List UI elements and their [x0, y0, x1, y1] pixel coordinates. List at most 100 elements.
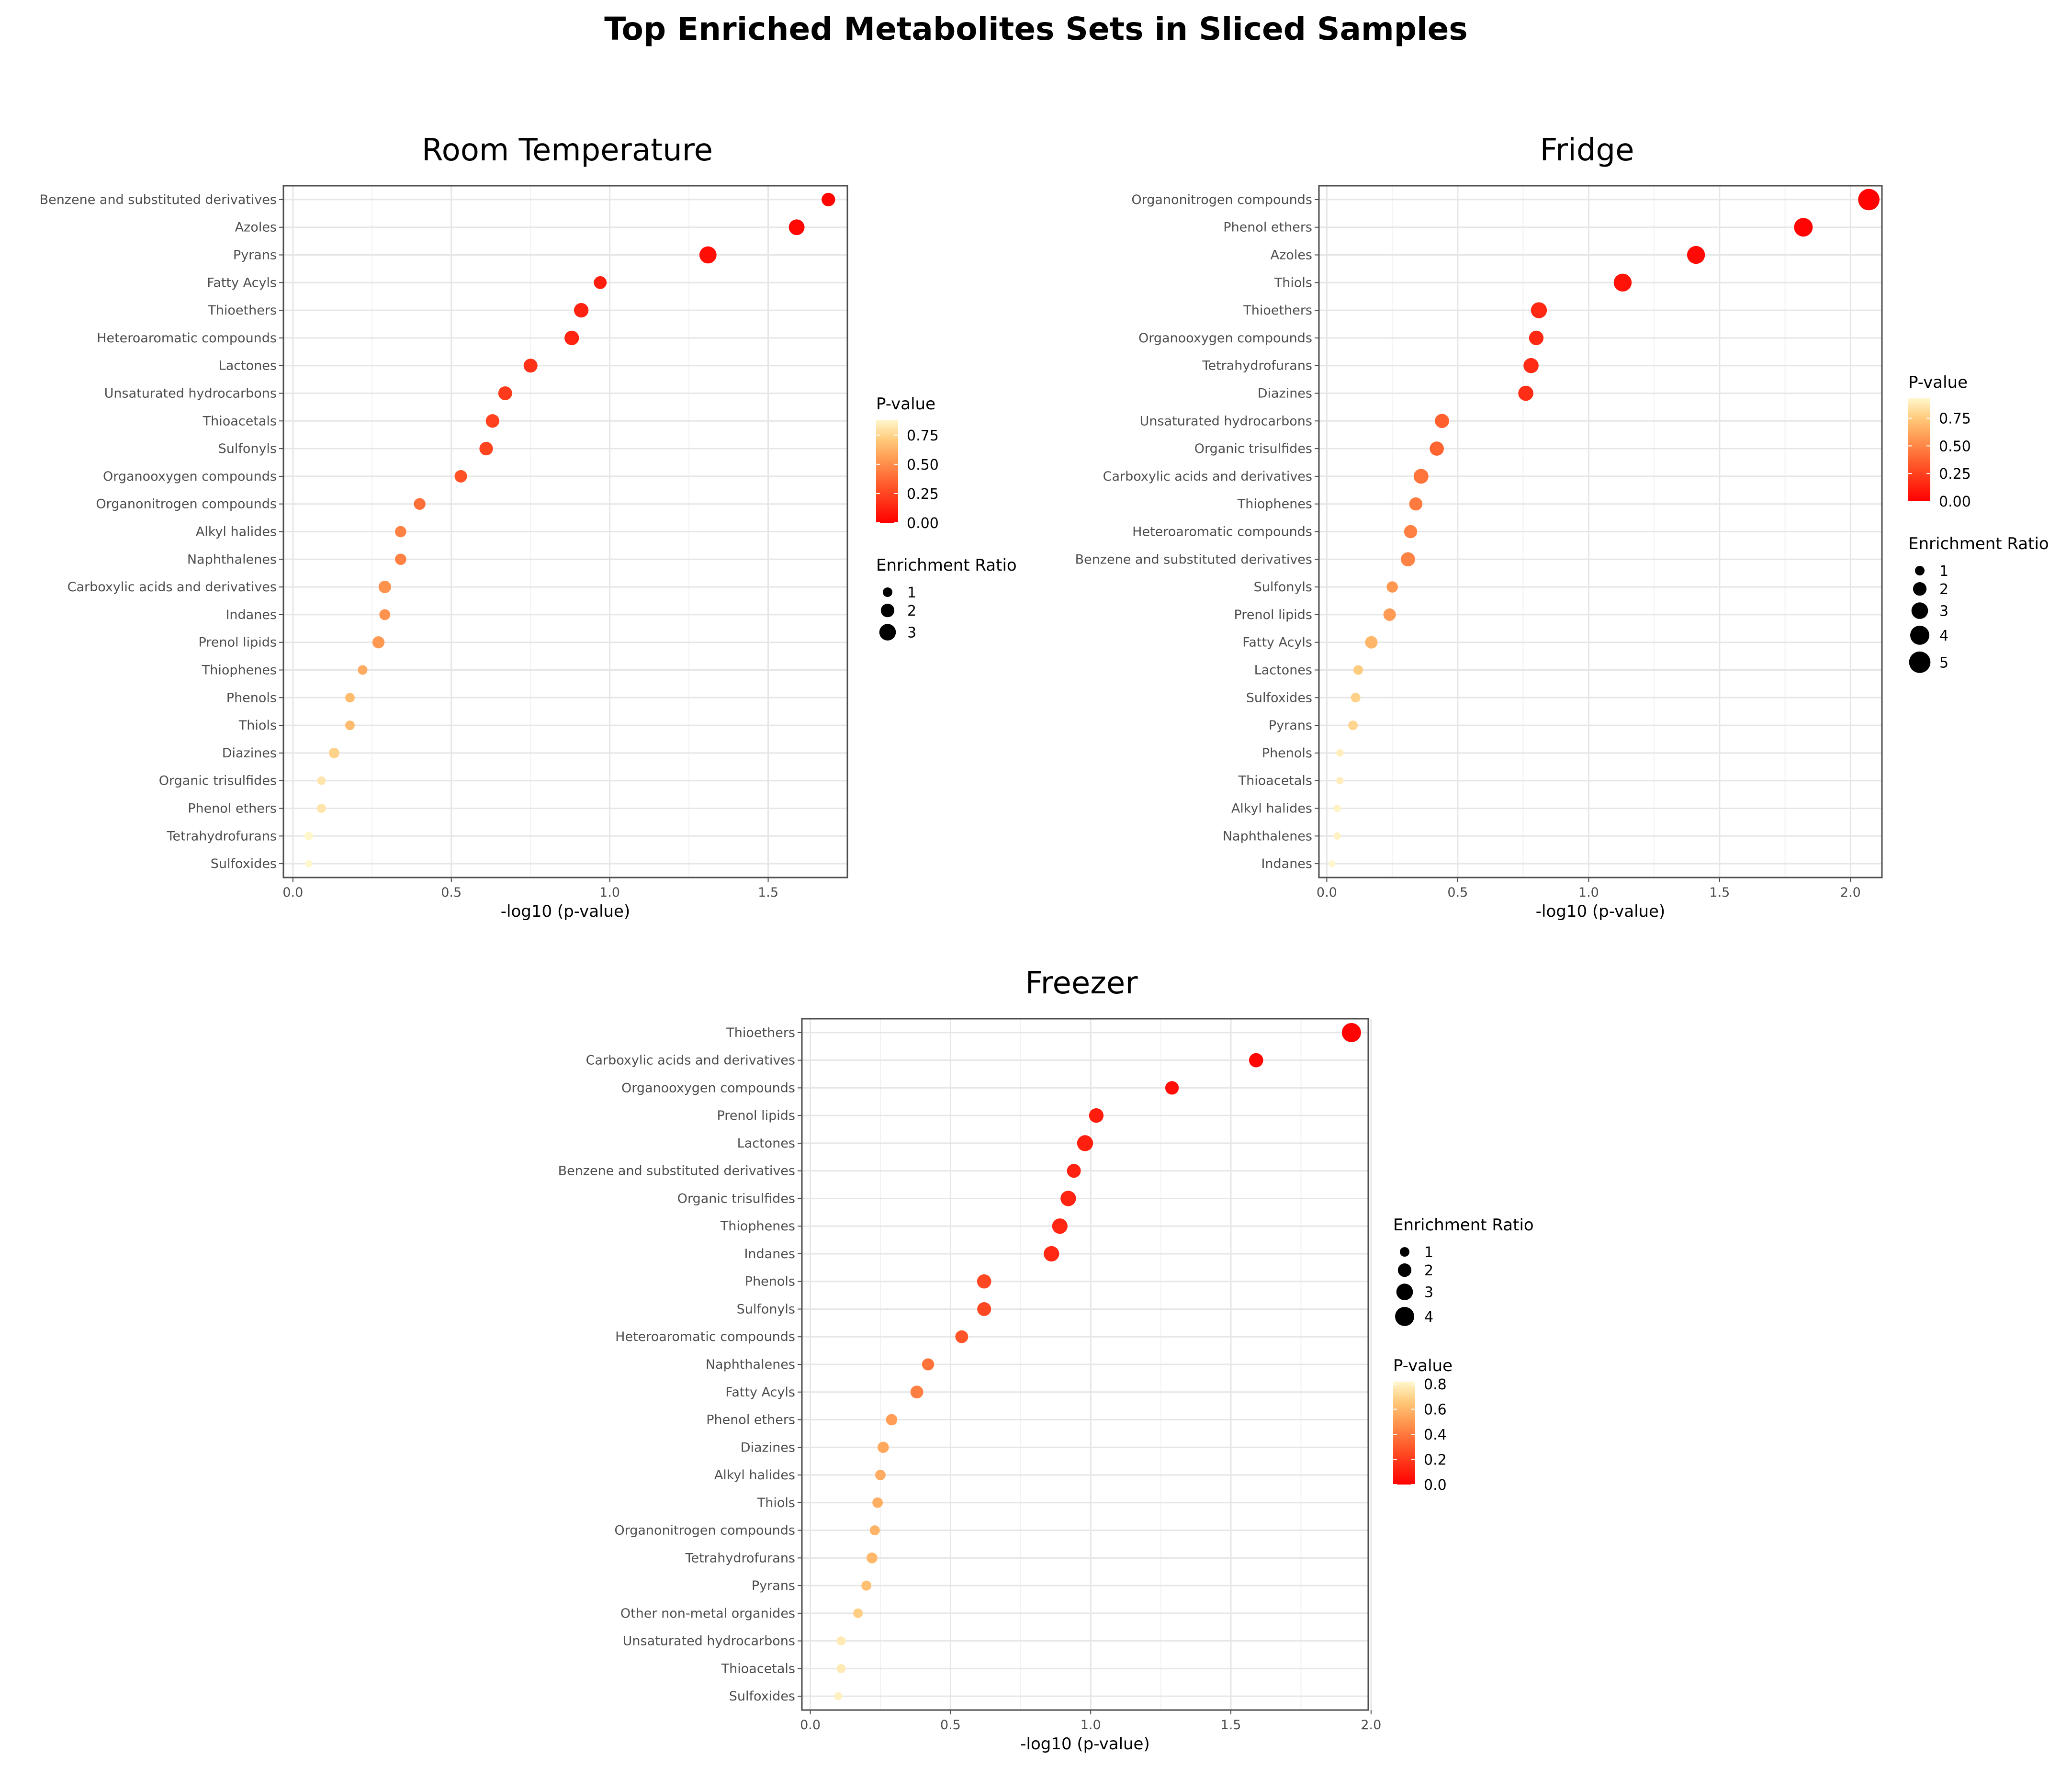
y-tick-label: Thioethers [1243, 303, 1312, 318]
point-phenols [1336, 749, 1344, 757]
y-tick-label: Organic trisulfides [1194, 441, 1312, 456]
point-azoles [788, 219, 805, 236]
y-tick-label: Thioacetals [203, 414, 277, 428]
pvalue-legend: P-value 0.75 0.50 0.25 0.00 [876, 394, 939, 532]
y-tick-label: Alkyl halides [1231, 801, 1312, 816]
enrichment-key-dot [879, 624, 896, 641]
colorbar-tick-label: 0.25 [907, 486, 939, 503]
pvalue-legend-title: P-value [1393, 1356, 1453, 1375]
y-tick-label: Lactones [737, 1136, 795, 1151]
x-axis-label: -log10 (p-value) [1020, 1734, 1150, 1754]
point-sulfonyls [1386, 581, 1398, 593]
point-organooxygen-compounds [1529, 330, 1544, 346]
enrichment-key-dot [883, 587, 892, 597]
point-lactones [523, 359, 538, 373]
point-benzene-and-substituted-derivatives [1067, 1164, 1081, 1178]
point-pyrans [861, 1580, 872, 1591]
y-tick-label: Phenol ethers [706, 1413, 795, 1428]
y-tick-label: Sulfoxides [729, 1689, 795, 1704]
enrichment-key-label: 1 [1939, 563, 1948, 580]
point-heteroaromatic-compounds [1404, 525, 1418, 539]
point-diazines [878, 1441, 889, 1453]
y-tick-label: Unsaturated hydrocarbons [623, 1634, 795, 1649]
point-lactones [1353, 665, 1363, 675]
y-tick-label: Thiophenes [1237, 497, 1312, 512]
pvalue-legend-title: P-value [876, 394, 935, 414]
enrichment-key-label: 4 [1424, 1309, 1433, 1326]
y-axis: Thioethers Carboxylic acids and derivativ… [558, 1025, 802, 1704]
point-indanes [379, 609, 391, 620]
x-tick-label: 1.5 [1709, 885, 1730, 900]
enrichment-key-dot [1915, 566, 1925, 575]
colorbar-tick-label: 0.75 [1939, 411, 1971, 428]
y-tick-label: Indanes [1261, 856, 1312, 871]
point-naphthalenes [922, 1358, 935, 1371]
y-tick-label: Pyrans [233, 248, 277, 263]
pvalue-colorbar [876, 420, 898, 523]
y-tick-label: Tetrahydrofurans [1202, 359, 1312, 373]
enrichment-key-dot [1909, 651, 1931, 673]
point-phenol-ethers [316, 804, 326, 813]
point-thiophenes [1052, 1218, 1068, 1234]
y-tick-label: Unsaturated hydrocarbons [1140, 414, 1312, 428]
colorbar-tick-label: 0.00 [907, 515, 939, 532]
x-tick-label: 0.5 [1447, 885, 1468, 900]
y-tick-label: Azoles [1271, 248, 1312, 263]
panel-title: Fridge [1540, 133, 1634, 168]
chart-freezer: Freezer Thioethers Carboxylic acids and de… [558, 966, 1534, 1754]
enrichment-legend-title: Enrichment Ratio [876, 556, 1017, 575]
point-alkyl-halides [395, 526, 406, 538]
point-prenol-lipids [372, 636, 385, 649]
enrichment-key-label: 2 [907, 603, 916, 619]
y-tick-label: Thioacetals [1238, 774, 1312, 788]
chart-room-temperature: Room Temperature Benzene and substituted … [40, 133, 1017, 921]
point-benzene-and-substituted-derivatives [1401, 552, 1415, 567]
point-organic-trisulfides [1430, 441, 1444, 456]
enrichment-legend-title: Enrichment Ratio [1908, 534, 2049, 553]
point-organooxygen-compounds [1165, 1081, 1179, 1095]
point-fatty-acyls [910, 1385, 923, 1399]
point-organonitrogen-compounds [1858, 189, 1880, 211]
point-fatty-acyls [594, 276, 607, 289]
y-tick-label: Indanes [744, 1247, 795, 1261]
y-tick-label: Organonitrogen compounds [1131, 192, 1312, 207]
point-organonitrogen-compounds [869, 1525, 880, 1536]
point-pyrans [1348, 720, 1358, 731]
y-tick-label: Naphthalenes [1223, 829, 1312, 844]
point-sulfoxides [1351, 693, 1361, 703]
y-tick-label: Thioacetals [721, 1661, 795, 1676]
x-tick-label: 1.0 [1081, 1718, 1101, 1733]
y-tick-label: Diazines [741, 1440, 795, 1455]
y-tick-label: Phenols [226, 690, 277, 705]
point-thioethers [1341, 1023, 1361, 1042]
colorbar-tick-label: 0.50 [907, 457, 939, 473]
point-tetrahydrofurans [304, 832, 313, 841]
y-tick-label: Prenol lipids [199, 635, 277, 650]
enrichment-key-label: 2 [1939, 581, 1948, 598]
y-tick-label: Fatty Acyls [1242, 635, 1312, 650]
y-tick-label: Tetrahydrofurans [167, 829, 277, 844]
x-tick-label: 1.0 [1578, 885, 1599, 900]
point-phenols [977, 1274, 991, 1289]
enrichment-key-dot [1400, 1247, 1409, 1257]
enrichment-key-dot [1913, 582, 1927, 596]
y-tick-label: Sulfoxides [211, 856, 277, 871]
point-phenols [345, 693, 355, 703]
pvalue-legend: P-value 0.75 0.50 0.25 0.00 [1908, 373, 1971, 510]
point-organooxygen-compounds [454, 470, 467, 483]
x-axis: 0.0 0.5 1.0 1.5 [282, 878, 778, 900]
y-tick-label: Naphthalenes [187, 552, 277, 567]
enrichment-key-label: 4 [1939, 628, 1948, 644]
x-tick-label: 1.5 [758, 885, 778, 900]
y-tick-label: Thiols [1274, 275, 1312, 290]
point-alkyl-halides [875, 1470, 886, 1480]
y-tick-label: Organooxygen compounds [103, 469, 277, 484]
x-tick-label: 2.0 [1840, 885, 1861, 900]
y-tick-label: Sulfoxides [1246, 690, 1312, 705]
pvalue-colorbar [1393, 1381, 1415, 1485]
pvalue-colorbar [1908, 398, 1930, 501]
y-tick-label: Other non-metal organides [620, 1606, 795, 1621]
point-sulfonyls [977, 1302, 991, 1316]
point-heteroaromatic-compounds [955, 1330, 968, 1343]
enrichment-key-label: 3 [1424, 1284, 1433, 1301]
